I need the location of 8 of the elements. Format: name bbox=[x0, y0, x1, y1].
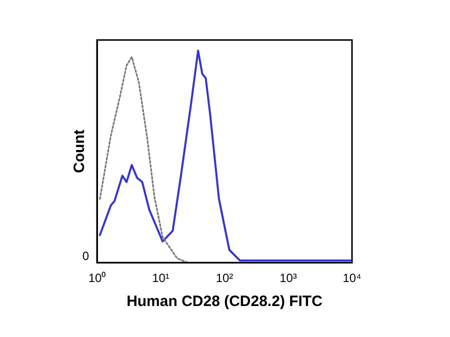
y-axis-title: Count bbox=[71, 130, 88, 173]
x-tick-label: 10³ bbox=[280, 271, 297, 286]
x-tick-label: 10⁴ bbox=[342, 271, 362, 286]
x-tick-label: 10¹ bbox=[152, 271, 170, 286]
text: 0 bbox=[82, 248, 90, 263]
x-tick-label: 10² bbox=[216, 271, 234, 286]
x-tick-label: 10⁰ bbox=[88, 271, 106, 286]
x-axis-title: Human CD28 (CD28.2) FITC bbox=[126, 293, 323, 310]
